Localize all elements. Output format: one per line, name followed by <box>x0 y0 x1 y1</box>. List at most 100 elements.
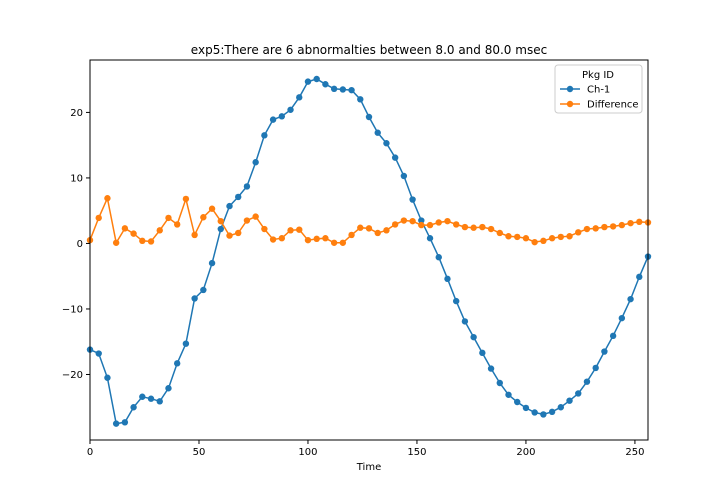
data-point-ch-1 <box>278 113 286 120</box>
data-point-difference <box>200 214 207 221</box>
data-point-ch-1 <box>156 398 163 405</box>
data-point-ch-1 <box>191 295 198 302</box>
data-point-difference <box>374 229 381 237</box>
data-point-ch-1 <box>479 349 486 357</box>
legend-items: Ch-1 Difference <box>560 85 639 111</box>
data-point-difference <box>575 229 582 236</box>
data-point-ch-1 <box>592 364 599 372</box>
data-point-difference <box>400 217 408 224</box>
data-point-ch-1 <box>330 85 338 93</box>
legend-label-difference: Difference <box>587 100 639 111</box>
data-point-ch-1 <box>112 420 120 427</box>
data-point-difference <box>548 235 556 242</box>
data-point-ch-1 <box>165 385 172 392</box>
data-point-difference <box>461 223 469 231</box>
x-tick-label: 0 <box>87 447 93 458</box>
data-point-difference <box>365 225 373 232</box>
x-axis-label: Time <box>356 462 381 473</box>
data-point-ch-1 <box>147 395 155 402</box>
x-tick-label: 200 <box>516 447 535 458</box>
data-point-difference <box>505 233 512 240</box>
legend-swatch-marker-ch-1 <box>566 85 574 93</box>
legend[interactable]: Pkg ID Ch-1 Difference <box>554 64 643 114</box>
data-point-difference <box>583 225 591 233</box>
plot-marks <box>86 75 652 427</box>
data-point-difference <box>435 219 442 226</box>
data-point-difference <box>112 239 120 246</box>
data-point-ch-1 <box>130 404 137 411</box>
data-point-difference <box>95 214 102 222</box>
plot-frame <box>89 59 649 441</box>
data-point-difference <box>566 233 573 240</box>
chart-title: exp5:There are 6 abnormalties between 8.… <box>191 43 547 57</box>
data-point-difference <box>496 229 503 237</box>
data-point-difference <box>330 239 338 246</box>
data-point-difference <box>322 235 329 242</box>
data-point-difference <box>296 226 303 233</box>
data-point-ch-1 <box>296 94 303 101</box>
data-point-ch-1 <box>121 419 129 426</box>
data-point-ch-1 <box>618 314 626 322</box>
x-tick-label: 100 <box>298 447 317 458</box>
data-point-difference <box>522 235 530 242</box>
data-point-difference <box>391 221 399 228</box>
data-point-ch-1 <box>261 132 268 139</box>
data-point-difference <box>304 236 312 244</box>
legend-swatch-marker-difference <box>566 100 574 108</box>
data-point-difference <box>452 221 460 228</box>
data-point-ch-1 <box>383 140 390 147</box>
data-point-ch-1 <box>496 379 503 387</box>
data-point-ch-1 <box>339 86 347 93</box>
data-point-ch-1 <box>365 113 373 121</box>
data-point-difference <box>226 232 233 239</box>
data-point-ch-1 <box>505 391 512 398</box>
data-point-ch-1 <box>139 393 146 400</box>
x-axis: 0 50 100 150 200 250 <box>87 440 644 458</box>
data-point-ch-1 <box>391 154 399 161</box>
data-point-difference <box>618 221 626 229</box>
data-point-difference <box>278 235 286 242</box>
data-point-ch-1 <box>540 411 547 418</box>
data-point-difference <box>609 223 617 230</box>
data-point-difference <box>165 214 172 222</box>
data-point-ch-1 <box>400 172 408 180</box>
data-point-ch-1 <box>444 275 451 283</box>
data-point-ch-1 <box>583 378 591 385</box>
data-point-ch-1 <box>470 333 477 341</box>
data-point-difference <box>235 229 242 237</box>
data-point-ch-1 <box>522 404 530 412</box>
data-point-ch-1 <box>409 196 416 203</box>
data-point-difference <box>627 219 634 227</box>
data-point-difference <box>479 223 486 231</box>
x-tick-label: 150 <box>407 447 426 458</box>
data-point-ch-1 <box>566 397 573 404</box>
data-point-ch-1 <box>95 350 102 357</box>
legend-title: Pkg ID <box>582 70 614 81</box>
data-point-ch-1 <box>461 318 469 325</box>
data-point-difference <box>139 237 146 245</box>
data-point-ch-1 <box>452 297 460 305</box>
data-point-ch-1 <box>173 360 181 367</box>
data-point-difference <box>383 227 390 234</box>
data-point-ch-1 <box>601 348 608 355</box>
data-point-ch-1 <box>348 86 355 94</box>
data-point-ch-1 <box>426 235 434 242</box>
data-point-difference <box>252 213 259 220</box>
data-point-ch-1 <box>609 332 617 340</box>
data-point-ch-1 <box>226 202 233 210</box>
data-point-difference <box>540 237 547 245</box>
x-tick-label: 50 <box>193 447 206 458</box>
data-point-difference <box>470 224 477 231</box>
data-point-difference <box>173 221 181 228</box>
data-point-difference <box>636 218 643 226</box>
data-point-difference <box>261 225 268 233</box>
data-point-difference <box>191 231 198 239</box>
data-point-difference <box>357 224 364 231</box>
legend-label-ch-1: Ch-1 <box>587 85 610 96</box>
y-tick-label: 0 <box>77 239 83 250</box>
data-point-difference <box>557 233 565 241</box>
data-point-ch-1 <box>357 96 364 103</box>
data-point-ch-1 <box>208 259 216 267</box>
data-point-difference <box>147 238 155 245</box>
data-point-difference <box>287 227 294 234</box>
